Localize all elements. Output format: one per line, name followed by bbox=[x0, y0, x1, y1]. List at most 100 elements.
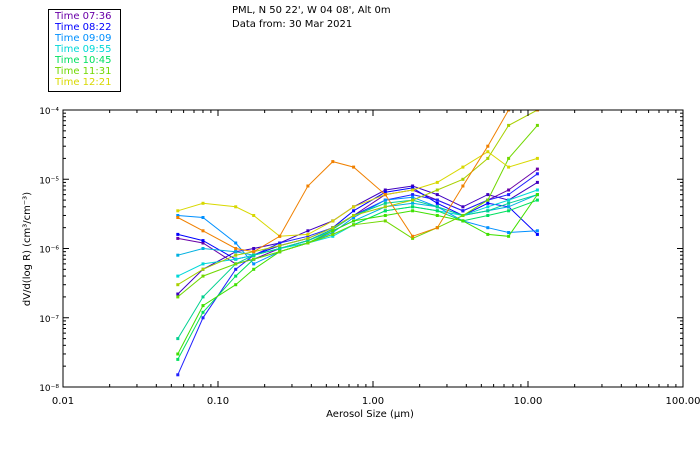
series-line bbox=[177, 151, 538, 237]
data-point bbox=[461, 219, 465, 223]
y-tick-label: 10⁻⁸ bbox=[39, 384, 59, 394]
data-point bbox=[331, 219, 335, 223]
data-point bbox=[176, 209, 180, 213]
data-point bbox=[201, 241, 205, 245]
plot-frame bbox=[62, 109, 684, 388]
data-point bbox=[234, 205, 238, 209]
data-point bbox=[535, 229, 539, 233]
data-point bbox=[535, 198, 539, 202]
data-point bbox=[234, 241, 238, 245]
data-point bbox=[306, 234, 310, 238]
data-point bbox=[201, 274, 205, 278]
series-group bbox=[176, 110, 539, 377]
data-point bbox=[176, 373, 180, 377]
data-point bbox=[411, 236, 415, 240]
data-point bbox=[278, 247, 282, 250]
data-point bbox=[486, 156, 490, 160]
data-point bbox=[234, 247, 238, 250]
data-point bbox=[507, 193, 511, 197]
series-line bbox=[177, 181, 538, 295]
data-point bbox=[383, 201, 387, 205]
data-point bbox=[306, 232, 310, 236]
data-point bbox=[331, 231, 335, 234]
axes: 0.01 0.10 1.00 10.00 100.00 10⁻⁸ 10⁻⁷ 10⁻⁶ 10⁻⁵ 1… bbox=[39, 107, 700, 407]
series-line bbox=[177, 110, 538, 253]
data-point bbox=[176, 216, 180, 219]
data-point bbox=[352, 165, 356, 169]
data-point bbox=[201, 247, 205, 250]
series-clip-group bbox=[176, 110, 539, 377]
x-tick-label: 1.00 bbox=[362, 396, 384, 407]
data-point bbox=[383, 188, 387, 192]
data-point bbox=[234, 257, 238, 261]
data-point bbox=[507, 231, 511, 234]
data-point bbox=[252, 250, 256, 254]
data-point bbox=[535, 156, 539, 160]
data-point bbox=[486, 214, 490, 217]
y-tick-label: 10⁻⁷ bbox=[39, 315, 59, 325]
data-point bbox=[486, 193, 490, 197]
data-point bbox=[252, 262, 256, 266]
data-point bbox=[435, 205, 439, 209]
data-point bbox=[252, 253, 256, 257]
data-point bbox=[411, 198, 415, 202]
legend-item: Time 09:09 bbox=[55, 33, 112, 44]
data-point bbox=[435, 214, 439, 217]
data-point bbox=[331, 234, 335, 238]
data-point bbox=[411, 201, 415, 205]
data-point bbox=[234, 267, 238, 271]
data-point bbox=[176, 253, 180, 257]
data-point bbox=[435, 201, 439, 205]
data-point bbox=[201, 295, 205, 299]
y-tick-label: 10⁻⁵ bbox=[39, 176, 59, 186]
data-point bbox=[507, 188, 511, 192]
chart-title: PML, N 50 22', W 04 08', Alt 0m bbox=[232, 5, 391, 16]
data-point bbox=[278, 234, 282, 238]
legend: Time 07:36 Time 08:22 Time 09:09 Time 09… bbox=[48, 9, 121, 92]
data-point bbox=[201, 216, 205, 219]
data-point bbox=[435, 188, 439, 192]
data-point bbox=[507, 234, 511, 238]
data-point bbox=[201, 304, 205, 308]
data-point bbox=[486, 209, 490, 213]
data-point bbox=[535, 172, 539, 176]
data-point bbox=[507, 209, 511, 213]
series-line bbox=[177, 110, 538, 286]
chart-subtitle: Data from: 30 Mar 2021 bbox=[232, 19, 353, 30]
data-point bbox=[486, 198, 490, 202]
data-point bbox=[201, 229, 205, 233]
data-point bbox=[306, 184, 310, 188]
data-point bbox=[535, 232, 539, 236]
data-point bbox=[461, 184, 465, 188]
data-point bbox=[461, 165, 465, 169]
data-point bbox=[535, 167, 539, 171]
data-point bbox=[535, 110, 539, 112]
data-point bbox=[411, 234, 415, 238]
data-point bbox=[176, 232, 180, 236]
y-tick-label: 10⁻⁶ bbox=[39, 246, 59, 256]
data-point bbox=[234, 262, 238, 266]
legend-item: Time 07:36 bbox=[55, 11, 112, 22]
data-point bbox=[411, 186, 415, 190]
data-point bbox=[234, 250, 238, 254]
x-axis-label: Aerosol Size (µm) bbox=[326, 409, 414, 420]
x-tick-label: 100.00 bbox=[666, 396, 700, 407]
y-axis-label: dV/d(log R) (cm³/cm⁻³) bbox=[22, 192, 33, 306]
data-point bbox=[507, 156, 511, 160]
data-point bbox=[507, 123, 511, 127]
data-point bbox=[486, 150, 490, 154]
data-point bbox=[201, 262, 205, 266]
data-point bbox=[383, 190, 387, 194]
legend-item: Time 10:45 bbox=[55, 55, 112, 66]
data-point bbox=[252, 257, 256, 261]
data-point bbox=[234, 283, 238, 287]
data-point bbox=[383, 209, 387, 213]
data-point bbox=[176, 295, 180, 299]
data-point bbox=[176, 236, 180, 240]
data-point bbox=[278, 250, 282, 254]
data-point bbox=[306, 241, 310, 245]
data-point bbox=[435, 226, 439, 230]
data-point bbox=[352, 209, 356, 213]
data-point bbox=[435, 180, 439, 184]
data-point bbox=[486, 232, 490, 236]
